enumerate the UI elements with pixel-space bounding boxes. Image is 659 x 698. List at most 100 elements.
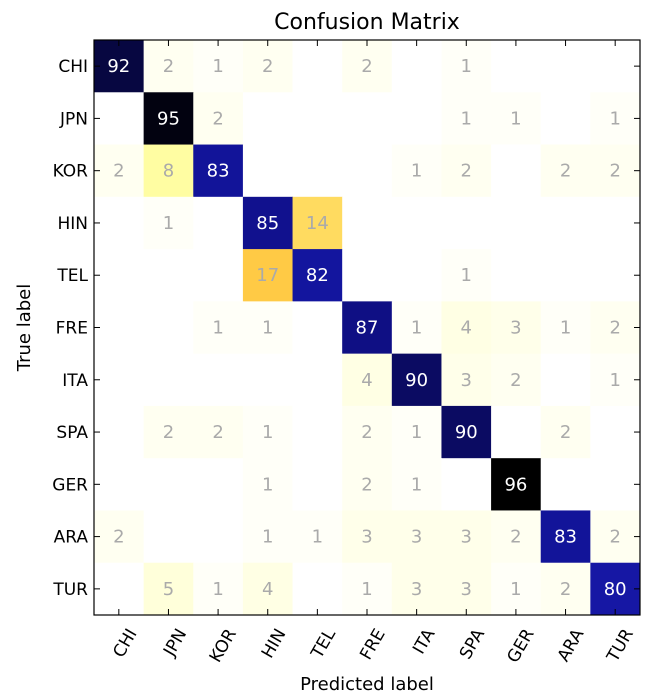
cell-value-label: 2 bbox=[609, 161, 620, 182]
heatmap-cell-chi-chi bbox=[94, 40, 145, 93]
heatmap-cell-ita-ita bbox=[391, 353, 442, 407]
heatmap-cell-ita-chi bbox=[94, 353, 145, 407]
heatmap-cell-ita-hin bbox=[242, 353, 294, 407]
x-tick-label-hin: HIN bbox=[258, 626, 291, 662]
heatmap-cell-jpn-spa bbox=[441, 92, 492, 146]
cell-value-label: 4 bbox=[461, 318, 472, 339]
heatmap-cell-kor-ita bbox=[391, 144, 442, 198]
heatmap-cell-hin-tur bbox=[590, 196, 641, 250]
heatmap-cell-kor-chi bbox=[94, 144, 145, 198]
heatmap-cell-tel-ara bbox=[540, 249, 591, 302]
heatmap-cell-chi-ita bbox=[391, 40, 442, 93]
cell-value-label: 5 bbox=[163, 579, 174, 600]
heatmap-cell-ara-ger bbox=[491, 510, 542, 564]
cell-value-label: 1 bbox=[411, 422, 422, 443]
heatmap-cell-tel-tur bbox=[590, 249, 641, 302]
x-tick-label-fre: FRE bbox=[356, 626, 389, 664]
heatmap-cell-tur-tel bbox=[292, 562, 343, 616]
y-tick-label-ara: ARA bbox=[54, 528, 89, 548]
heatmap-cell-ger-chi bbox=[94, 458, 145, 511]
heatmap-cell-kor-hin bbox=[242, 144, 294, 198]
heatmap-cell-tel-hin bbox=[242, 249, 294, 302]
cell-value-label: 4 bbox=[361, 370, 372, 391]
heatmap-cell-hin-chi bbox=[94, 196, 145, 250]
heatmap-cell-hin-kor bbox=[193, 196, 244, 250]
cell-value-label: 1 bbox=[461, 108, 472, 129]
y-tick-label-fre: FRE bbox=[56, 319, 88, 339]
heatmap-cell-hin-jpn bbox=[143, 196, 194, 250]
heatmap-cell-ita-ger bbox=[491, 353, 542, 407]
x-tick-label-ger: GER bbox=[503, 625, 538, 666]
heatmap-cell-tur-ara bbox=[540, 562, 591, 616]
y-tick-label-hin: HIN bbox=[57, 214, 88, 234]
heatmap-cell-spa-fre bbox=[342, 405, 393, 459]
heatmap-cell-tel-tel bbox=[292, 249, 343, 302]
heatmap-cell-jpn-chi bbox=[94, 92, 145, 146]
heatmap-cell-ara-kor bbox=[193, 510, 244, 564]
y-tick-label-tel: TEL bbox=[56, 266, 88, 286]
heatmap-cell-tur-fre bbox=[342, 562, 393, 616]
heatmap-cell-fre-kor bbox=[193, 301, 244, 355]
heatmap-cell-ara-ita bbox=[391, 510, 442, 564]
heatmap-cell-chi-kor bbox=[193, 40, 244, 93]
cell-value-label: 1 bbox=[461, 265, 472, 286]
heatmap-cell-hin-spa bbox=[441, 196, 492, 250]
cell-value-label: 2 bbox=[361, 474, 372, 495]
cell-value-label: 2 bbox=[262, 56, 273, 77]
y-axis-ticks: CHI JPN KOR HIN TEL FRE ITA SPA GER ARA TUR bbox=[52, 57, 640, 600]
cell-value-label: 1 bbox=[163, 213, 174, 234]
x-tick-label-tel: TEL bbox=[307, 625, 340, 663]
heatmap-cell-fre-fre bbox=[342, 301, 393, 355]
heatmap-cell-ger-kor bbox=[193, 458, 244, 511]
heatmap-cell-tur-ita bbox=[391, 562, 442, 616]
cell-value-label: 3 bbox=[361, 527, 372, 548]
x-axis-label: Predicted label bbox=[300, 674, 434, 695]
cell-value-label: 2 bbox=[212, 422, 223, 443]
cell-value-label: 4 bbox=[262, 579, 273, 600]
heatmap-cell-ara-ara bbox=[540, 510, 591, 564]
cell-value-label: 3 bbox=[510, 318, 521, 339]
heatmap-cell-jpn-fre bbox=[342, 92, 393, 146]
heatmap-cell-spa-ger bbox=[491, 405, 542, 459]
cell-value-label: 1 bbox=[510, 579, 521, 600]
cell-value-label: 1 bbox=[262, 527, 273, 548]
heatmap-cell-ger-spa bbox=[441, 458, 492, 511]
heatmap-cell-tel-ita bbox=[391, 249, 442, 302]
heatmap-cell-ger-hin bbox=[242, 458, 294, 511]
heatmap-cell-ara-jpn bbox=[143, 510, 194, 564]
cell-value-label: 1 bbox=[411, 474, 422, 495]
cell-value-label: 14 bbox=[306, 213, 329, 234]
heatmap-cell-kor-fre bbox=[342, 144, 393, 198]
cell-value-label: 90 bbox=[405, 370, 428, 391]
x-tick-label-ara: ARA bbox=[554, 625, 589, 665]
heatmap-cell-ger-ara bbox=[540, 458, 591, 511]
x-tick-label-ita: ITA bbox=[409, 625, 439, 658]
heatmap-cell-ita-ara bbox=[540, 353, 591, 407]
cell-value-label: 1 bbox=[461, 56, 472, 77]
heatmap-cell-spa-hin bbox=[242, 405, 294, 459]
heatmap-cell-kor-kor bbox=[193, 144, 244, 198]
cell-value-label: 2 bbox=[560, 422, 571, 443]
heatmap-cell-ger-jpn bbox=[143, 458, 194, 511]
cell-value-label: 83 bbox=[207, 161, 230, 182]
x-tick-label-jpn: JPN bbox=[159, 626, 191, 661]
cell-value-label: 2 bbox=[361, 422, 372, 443]
heatmap-cell-ara-tur bbox=[590, 510, 641, 564]
heatmap-cell-jpn-tel bbox=[292, 92, 343, 146]
heatmap-cell-kor-ger bbox=[491, 144, 542, 198]
heatmap-cell-ger-fre bbox=[342, 458, 393, 511]
heatmap-cell-hin-ara bbox=[540, 196, 591, 250]
heatmap-cell-fre-hin bbox=[242, 301, 294, 355]
y-tick-label-kor: KOR bbox=[53, 162, 89, 182]
heatmap-cell-chi-jpn bbox=[143, 40, 194, 93]
heatmap-cell-chi-ger bbox=[491, 40, 542, 93]
cell-value-label: 2 bbox=[212, 108, 223, 129]
cell-value-label: 87 bbox=[356, 318, 379, 339]
heatmap-cell-spa-ita bbox=[391, 405, 442, 459]
cell-value-label: 3 bbox=[461, 370, 472, 391]
heatmap-cell-fre-jpn bbox=[143, 301, 194, 355]
cell-value-label: 2 bbox=[113, 161, 124, 182]
heatmap-cell-kor-ara bbox=[540, 144, 591, 198]
cell-value-label: 2 bbox=[163, 56, 174, 77]
cell-value-label: 2 bbox=[510, 370, 521, 391]
